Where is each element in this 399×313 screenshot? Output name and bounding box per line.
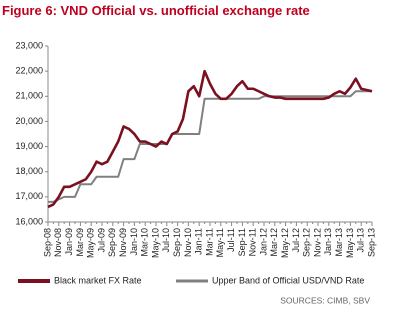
y-tick-label: 22,000 bbox=[15, 66, 43, 76]
legend-label: Black market FX Rate bbox=[54, 275, 142, 285]
y-tick-label: 19,000 bbox=[15, 141, 43, 151]
x-tick-label: Sep-13 bbox=[366, 228, 376, 257]
x-tick-label: Jan-12 bbox=[258, 228, 268, 256]
x-tick-label: May-09 bbox=[86, 228, 96, 258]
x-tick-label: Sep-08 bbox=[42, 228, 52, 257]
x-tick-label: Mar-12 bbox=[269, 228, 279, 257]
series-line bbox=[48, 90, 372, 203]
x-tick-label: Mar-13 bbox=[334, 228, 344, 257]
y-tick-label: 23,000 bbox=[15, 40, 43, 50]
x-tick-label: Jul-11 bbox=[226, 228, 236, 252]
x-tick-label: Nov-11 bbox=[248, 228, 258, 256]
series-line bbox=[47, 69, 373, 209]
x-tick-label: Sep-12 bbox=[302, 228, 312, 257]
x-tick-label: Jan-11 bbox=[194, 228, 204, 255]
x-tick-label: Jan-13 bbox=[323, 228, 333, 256]
x-tick-label: Mar-09 bbox=[75, 228, 85, 257]
x-tick-label: May-11 bbox=[215, 228, 225, 257]
x-tick-label: Jul-09 bbox=[96, 228, 106, 253]
x-tick-label: May-13 bbox=[345, 228, 355, 258]
x-tick-label: Jul-13 bbox=[356, 228, 366, 253]
x-tick-label: May-12 bbox=[280, 228, 290, 258]
x-tick-label: Nov-09 bbox=[118, 228, 128, 257]
y-tick-label: 18,000 bbox=[15, 166, 43, 176]
x-tick-label: Nov-10 bbox=[183, 228, 193, 257]
y-tick-label: 21,000 bbox=[15, 91, 43, 101]
x-tick-label: Jan-10 bbox=[129, 228, 139, 256]
x-tick-label: Sep-10 bbox=[172, 228, 182, 257]
x-tick-label: Mar-11 bbox=[204, 228, 214, 256]
x-tick-label: Nov-08 bbox=[53, 228, 63, 257]
x-tick-label: Jul-12 bbox=[291, 228, 301, 253]
x-tick-label: Jul-10 bbox=[161, 228, 171, 253]
x-tick-label: May-10 bbox=[150, 228, 160, 258]
x-tick-label: Sep-11 bbox=[237, 228, 247, 256]
chart-title: Figure 6: VND Official vs. unofficial ex… bbox=[2, 3, 310, 18]
y-tick-label: 20,000 bbox=[15, 116, 43, 126]
x-tick-label: Mar-10 bbox=[140, 228, 150, 257]
y-tick-label: 16,000 bbox=[15, 216, 43, 226]
x-tick-label: Jan-09 bbox=[64, 228, 74, 256]
y-tick-label: 17,000 bbox=[15, 191, 43, 201]
x-tick-label: Sep-09 bbox=[107, 228, 117, 257]
source-note: SOURCES: CIMB, SBV bbox=[280, 295, 370, 305]
legend-label: Upper Band of Official USD/VND Rate bbox=[212, 275, 364, 285]
x-tick-label: Nov-12 bbox=[312, 228, 322, 257]
